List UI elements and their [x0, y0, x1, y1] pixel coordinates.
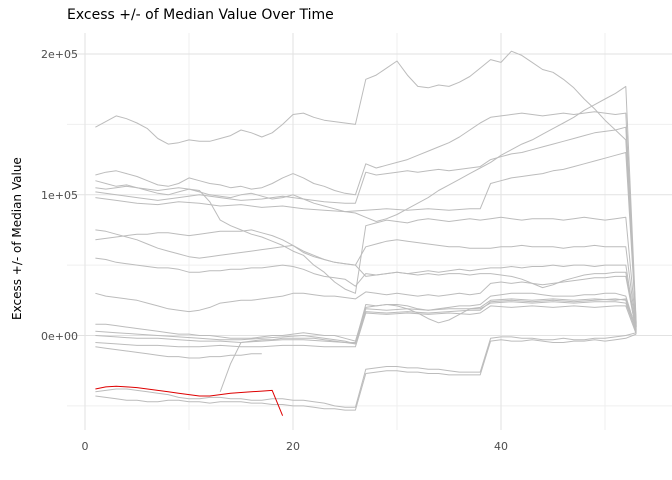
- chart-title: Excess +/- of Median Value Over Time: [67, 7, 334, 23]
- series-line: [95, 346, 262, 359]
- series-line: [95, 333, 637, 411]
- series-line: [95, 292, 637, 342]
- series-line: [95, 50, 637, 328]
- series-line: [95, 152, 637, 328]
- series-line: [95, 185, 637, 329]
- series-line: [95, 229, 637, 332]
- y-axis-title: Excess +/- of Median Value: [10, 157, 24, 320]
- series-line: [95, 126, 637, 326]
- series-line: [95, 275, 637, 332]
- y-tick-label: 2e+05: [41, 48, 78, 61]
- x-tick-label: 20: [286, 440, 300, 453]
- series-line: [95, 85, 637, 323]
- series-line: [95, 332, 637, 408]
- series-line: [95, 298, 637, 345]
- series-line-highlight: [95, 385, 284, 416]
- series-line: [95, 229, 637, 330]
- series-line: [219, 301, 637, 392]
- y-tick-label: 0e+00: [41, 329, 78, 343]
- x-tick-label: 0: [81, 440, 89, 453]
- series-line: [95, 257, 637, 333]
- series-line: [95, 298, 637, 343]
- x-tick-label: 40: [494, 440, 508, 453]
- series-line: [95, 111, 637, 325]
- series-line: [95, 305, 637, 348]
- y-tick-label: 1e+05: [41, 188, 78, 202]
